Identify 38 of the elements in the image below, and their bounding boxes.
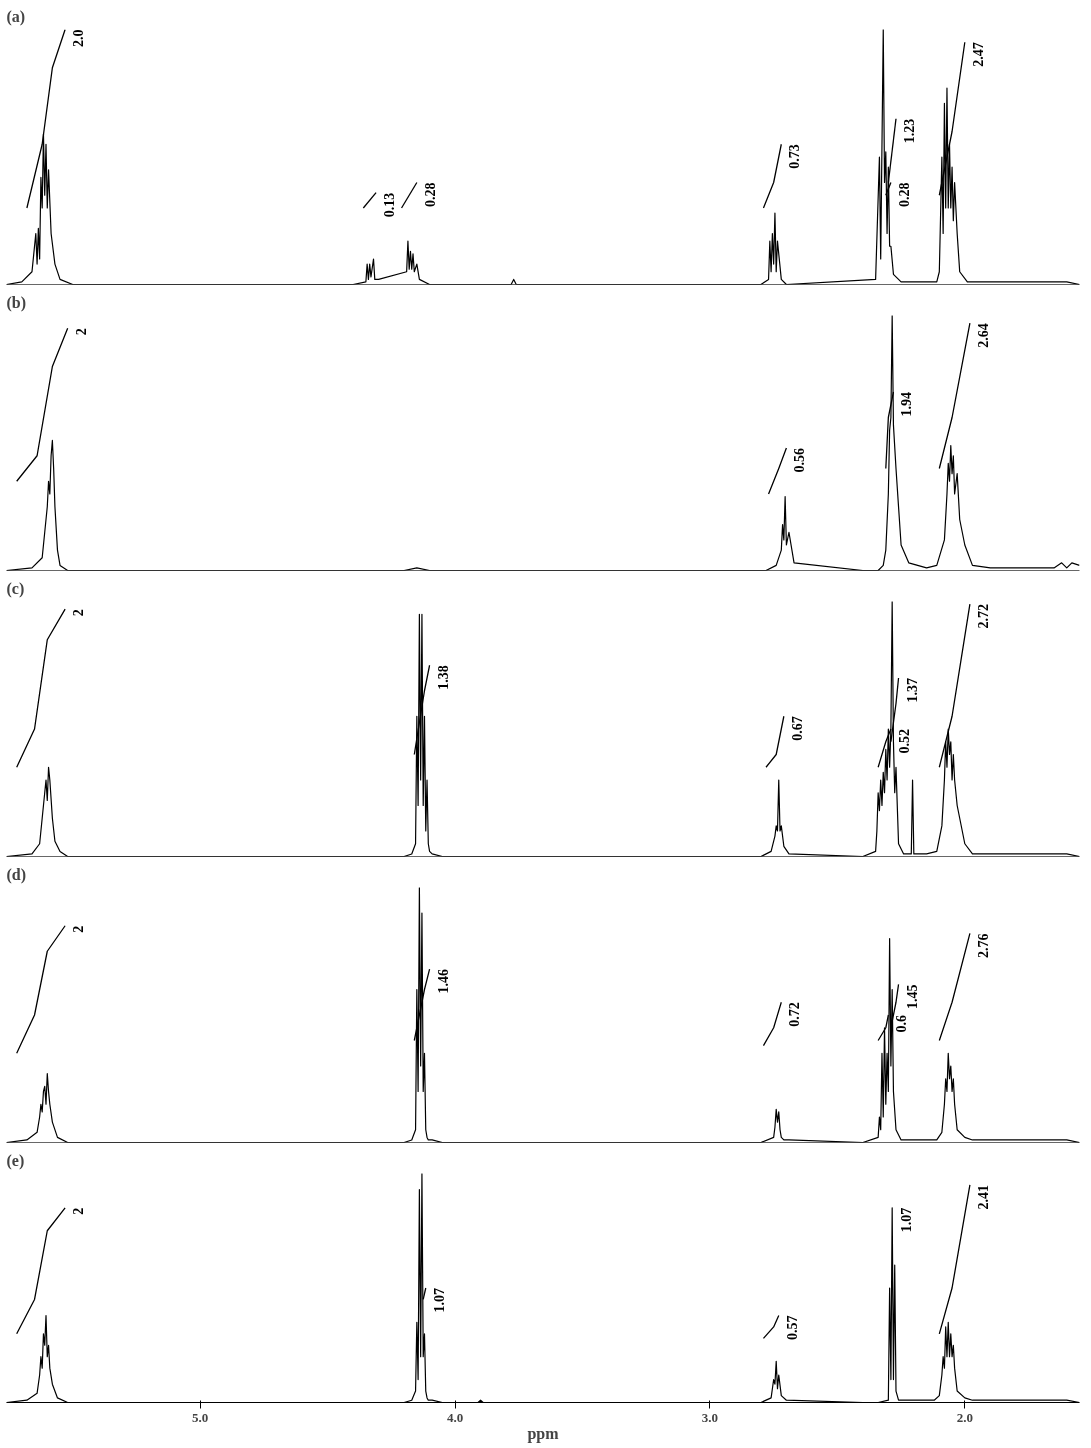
x-tick-label: 3.0 xyxy=(701,1409,719,1425)
x-tick-label: 2.0 xyxy=(956,1409,973,1425)
annotation: 2.47 xyxy=(970,42,986,67)
annotation: 1.46 xyxy=(435,969,451,994)
chart-title: (c) xyxy=(6,579,25,598)
annotation: 1.45 xyxy=(904,984,920,1009)
annotation: 1.07 xyxy=(431,1288,447,1313)
annotation: 0.13 xyxy=(382,192,398,218)
annotation: 1.07 xyxy=(899,1207,915,1233)
annotation: 1.38 xyxy=(435,665,451,690)
annotation: 2 xyxy=(73,328,89,336)
chart-title: (d) xyxy=(6,865,27,884)
annotation: 0.56 xyxy=(792,448,808,473)
x-axis-title: ppm xyxy=(527,1424,560,1443)
annotation: 2 xyxy=(71,1207,87,1215)
annotation: 2 xyxy=(71,609,87,617)
annotation: 0.52 xyxy=(896,729,912,754)
chart-title: (a) xyxy=(6,7,26,26)
annotation: 2.76 xyxy=(975,933,991,958)
annotation: 0.67 xyxy=(789,716,805,741)
annotation: 2.41 xyxy=(975,1184,991,1210)
chart-title: (e) xyxy=(6,1151,25,1170)
annotation: 0.28 xyxy=(422,182,438,207)
x-tick-label: 4.0 xyxy=(446,1409,464,1425)
annotation: 2 xyxy=(71,925,87,933)
annotation: 2.64 xyxy=(975,323,991,348)
x-tick-label: 5.0 xyxy=(192,1409,209,1425)
annotation: 0.72 xyxy=(787,1002,803,1027)
chart-title: (b) xyxy=(6,293,27,312)
annotation: 1.94 xyxy=(899,392,915,417)
annotation: 0.28 xyxy=(896,182,912,207)
annotation: 0.6 xyxy=(894,1015,910,1033)
annotation: 0.73 xyxy=(787,144,803,169)
annotation: 2.0 xyxy=(71,29,87,47)
annotation: 1.37 xyxy=(904,678,920,703)
annotation: 2.72 xyxy=(975,604,991,629)
annotation: 0.57 xyxy=(784,1315,800,1340)
annotation: 1.23 xyxy=(901,118,917,144)
